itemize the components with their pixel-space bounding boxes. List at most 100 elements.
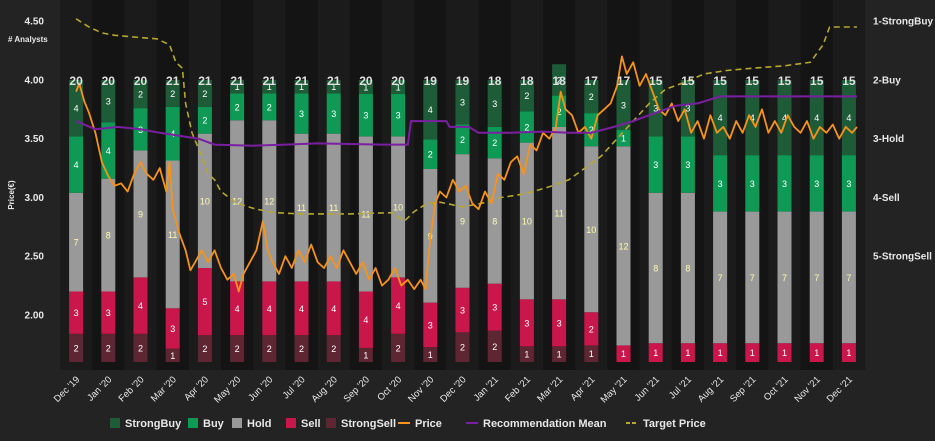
bar-segment-label: 4 (396, 301, 401, 311)
bar-segment-strongsell (423, 347, 438, 362)
bar-segment-buy (841, 155, 856, 212)
bar-segment-label: 10 (522, 216, 532, 226)
bar-segment-label: 1 (718, 348, 723, 358)
bar-segment-strongbuy (358, 79, 373, 95)
bar-segment-strongbuy (487, 79, 502, 127)
legend-label: StrongSell (341, 418, 396, 430)
bar-segment-strongbuy (230, 79, 245, 94)
legend-swatch (286, 418, 296, 428)
bar-segment-label: 4 (846, 113, 851, 123)
bar-segment-buy (584, 113, 599, 147)
bar-segment-buy (648, 136, 663, 193)
bar-segment-label: 1 (235, 82, 240, 92)
bar-segment-label: 1 (363, 82, 368, 92)
analyst-total: 15 (778, 74, 792, 88)
analyst-total: 21 (166, 74, 180, 88)
bar-segment-sell (358, 291, 373, 348)
bar-segment-hold (809, 211, 824, 344)
bar-segment-label: 9 (460, 216, 465, 226)
bar-segment-label: 3 (331, 109, 336, 119)
analyst-total: 15 (649, 74, 663, 88)
bar-segment-label: 8 (685, 263, 690, 273)
bar-segment-label: 4 (363, 315, 368, 325)
bar-segment-sell (197, 267, 212, 336)
bar-segment-sell (423, 302, 438, 348)
legend-label: Hold (247, 418, 271, 430)
bar-segment-label: 3 (492, 303, 497, 313)
y-axis-label: Price(€) (7, 180, 16, 210)
bar-segment-strongbuy (552, 64, 567, 96)
bar-segment-label: 2 (589, 125, 594, 135)
legend-label: Target Price (643, 418, 706, 430)
bar-segment-buy (552, 95, 567, 127)
bar-segment-label: 1 (621, 133, 626, 143)
analyst-total: 15 (810, 74, 824, 88)
legend-label: Recommendation Mean (483, 418, 607, 430)
bar-segment-strongsell (391, 333, 406, 362)
bar-segment-strongsell (358, 347, 373, 362)
recommendation-tick-label: 5-StrongSell (873, 252, 932, 263)
bar-segment-label: 1 (363, 350, 368, 360)
bar-segment-strongbuy (616, 79, 631, 130)
bar-segment-label: 2 (396, 343, 401, 353)
bar-segment-sell (745, 343, 760, 362)
bar-segment-strongbuy (519, 79, 534, 112)
bar-segment-label: 2 (267, 344, 272, 354)
bar-segment-buy (262, 93, 277, 121)
bar-segment-label: 1 (557, 350, 562, 360)
bar-segment-buy (519, 111, 534, 143)
analyst-total: 21 (263, 74, 277, 88)
bar-segment-buy (101, 122, 116, 179)
bar-segment-label: 1 (267, 82, 272, 92)
bar-segment-sell (616, 345, 631, 362)
legend-swatch (232, 418, 242, 428)
bar-segment-sell (648, 343, 663, 362)
bar-segment-label: 4 (718, 113, 723, 123)
bar-segment-hold (777, 211, 792, 344)
analyst-total: 20 (102, 74, 116, 88)
bar-segment-label: 1 (782, 348, 787, 358)
bar-segment-strongsell (519, 346, 534, 362)
bar-segment-label: 12 (264, 196, 274, 206)
bar-segment-strongbuy (648, 79, 663, 137)
analyst-total: 21 (295, 74, 309, 88)
bar-segment-label: 3 (460, 98, 465, 108)
bar-segment-label: 10 (393, 202, 403, 212)
bar-segment-label: 2 (524, 122, 529, 132)
bar-segment-label: 2 (428, 150, 433, 160)
bar-segment-hold (358, 136, 373, 292)
bar-segment-label: 3 (718, 179, 723, 189)
analyst-total: 15 (842, 74, 856, 88)
bar-segment-sell (777, 343, 792, 362)
bar-segment-label: 2 (299, 344, 304, 354)
bar-segment-strongsell (197, 335, 212, 362)
analyst-total: 18 (488, 74, 502, 88)
bar-segment-hold (841, 211, 856, 344)
count-axis-label: # Analysts (8, 35, 48, 44)
bar-segment-label: 3 (653, 104, 658, 114)
bar-segment-strongsell (165, 348, 180, 362)
chart-lines (75, 18, 858, 293)
bar-segment-buy (487, 126, 502, 159)
bar-segment-strongsell (69, 333, 84, 362)
bar-segment-label: 4 (299, 304, 304, 314)
bar-segment-strongbuy (841, 79, 856, 156)
bar-segment-label: 3 (396, 111, 401, 121)
bar-segment-sell (326, 281, 341, 336)
analyst-total: 17 (585, 74, 599, 88)
bar-segment-strongsell (262, 335, 277, 362)
recommendation-tick-label: 4-Sell (873, 193, 900, 204)
bar-segment-strongsell (584, 345, 599, 362)
bar-segment-label: 3 (653, 160, 658, 170)
bar-segment-label: 3 (74, 308, 79, 318)
bar-segment-label: 3 (363, 111, 368, 121)
bar-segment-buy (358, 94, 373, 137)
bar-segment-hold (294, 133, 309, 282)
bar-segment-sell (391, 277, 406, 334)
bar-segment-strongbuy (133, 79, 148, 109)
bar-segment-label: 1 (814, 348, 819, 358)
bar-segment-strongsell (326, 335, 341, 362)
bar-segment-sell (552, 299, 567, 347)
bar-segment-sell (841, 343, 856, 362)
bar-segment-label: 5 (202, 297, 207, 307)
